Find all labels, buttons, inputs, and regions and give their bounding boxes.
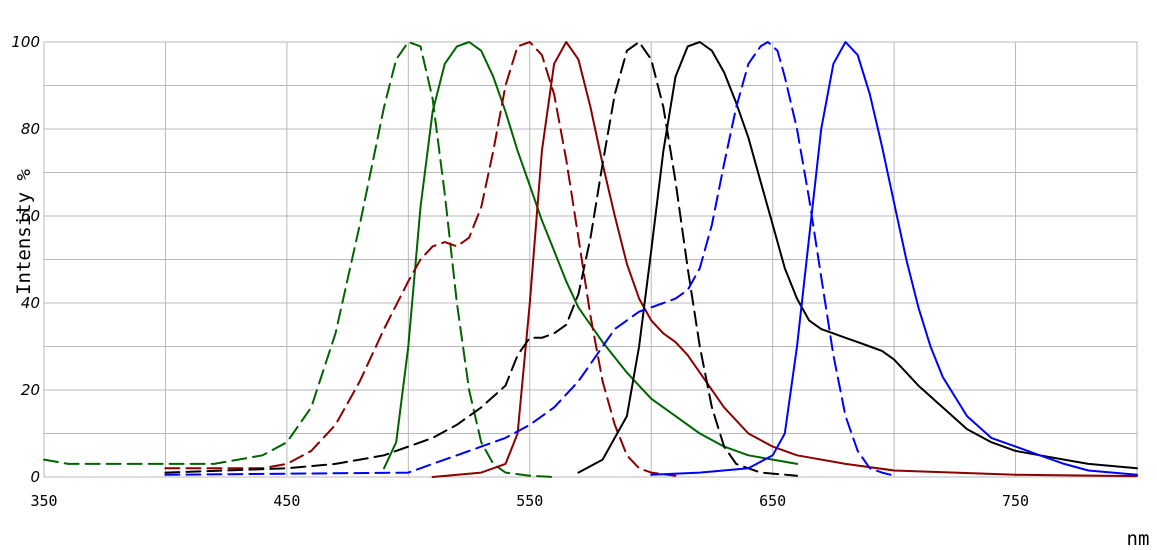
x-axis-ticks: 350 450 550 650 750: [30, 492, 1029, 510]
y-tick-label: 0: [30, 468, 40, 486]
series-line-5-dashed: [164, 41, 798, 477]
series-line-2-solid: [383, 41, 798, 470]
y-axis-label: Intensity %: [13, 169, 35, 295]
series-line-1-dashed: [43, 41, 556, 478]
y-tick-label: 60: [21, 207, 40, 225]
y-tick-label: 20: [21, 381, 40, 399]
x-tick-label: 650: [759, 492, 786, 510]
x-axis-unit-label: nm: [1127, 528, 1150, 550]
y-tick-label: 80: [21, 120, 40, 138]
series-line-8-solid: [650, 41, 1138, 476]
x-tick-label: 450: [273, 492, 300, 510]
series-line-7-dashed: [164, 41, 896, 477]
y-tick-label: 40: [21, 294, 40, 312]
x-tick-label: 750: [1002, 492, 1029, 510]
y-axis-ticks: 0 20 40 60 80 100: [11, 33, 40, 486]
y-tick-label: 100: [11, 33, 40, 51]
grid: [43, 41, 1138, 478]
x-tick-label: 350: [30, 492, 57, 510]
x-tick-label: 550: [516, 492, 543, 510]
series-line-3-dashed: [164, 41, 677, 477]
series-lines: [43, 41, 1138, 478]
series-line-6-solid: [577, 41, 1138, 474]
series-line-4-solid: [431, 41, 1138, 478]
